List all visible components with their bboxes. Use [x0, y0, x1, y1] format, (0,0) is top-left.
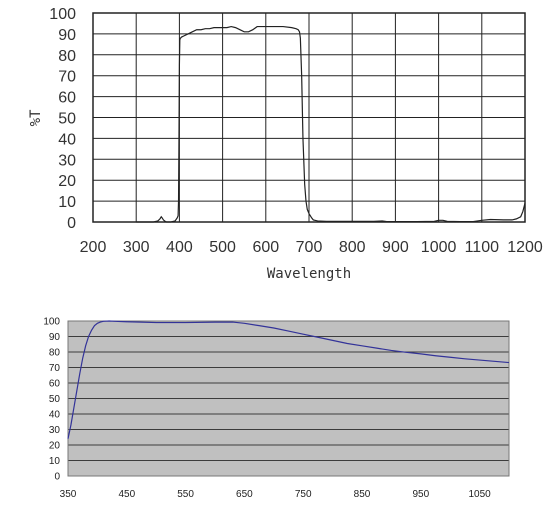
x-tick-label: 350: [60, 489, 77, 500]
chart-1-y-ticks: 0 10 20 30 40 50 60 70 80 90 100: [49, 6, 76, 232]
y-tick-label: 90: [58, 27, 76, 44]
x-tick-label: 650: [236, 489, 253, 500]
y-tick-label: 40: [58, 131, 76, 148]
y-tick-label: 30: [58, 152, 76, 169]
chart-1-frame: [92, 12, 526, 223]
x-tick-label: 950: [412, 489, 429, 500]
chart-1-x-axis-label: Wavelength: [267, 266, 351, 282]
x-tick-label: 600: [252, 239, 279, 256]
y-tick-label: 60: [49, 379, 61, 390]
y-tick-label: 60: [58, 90, 76, 107]
x-tick-label: 500: [209, 239, 236, 256]
y-tick-label: 50: [58, 111, 76, 128]
x-tick-label: 550: [177, 489, 194, 500]
y-tick-label: 0: [67, 215, 76, 232]
x-tick-label: 200: [80, 239, 107, 256]
y-tick-label: 70: [49, 363, 61, 374]
y-tick-label: 0: [54, 472, 60, 483]
y-tick-label: 10: [49, 456, 61, 467]
chart-1-y-axis-label: %T: [28, 109, 44, 126]
y-tick-label: 20: [58, 173, 76, 190]
chart-2-frame: [67, 320, 510, 477]
y-tick-label: 20: [49, 441, 61, 452]
y-tick-label: 80: [58, 48, 76, 65]
chart-2: 0 10 20 30 40 50 60 70 80 90 100 350 450 550 650 750 85…: [43, 317, 510, 500]
y-tick-label: 100: [49, 6, 76, 23]
x-tick-label: 700: [296, 239, 323, 256]
chart-2-series-line: [67, 320, 510, 439]
chart-1-series-line: [136, 25, 526, 223]
x-tick-label: 450: [118, 489, 135, 500]
x-tick-label: 300: [123, 239, 150, 256]
chart-1: 0 10 20 30 40 50 60 70 80 90 100 200 300 400 500 600 70…: [28, 6, 543, 282]
y-tick-label: 70: [58, 69, 76, 86]
x-tick-label: 1100: [465, 239, 500, 256]
x-tick-label: 1200: [507, 239, 543, 256]
x-tick-label: 850: [354, 489, 371, 500]
x-tick-label: 750: [295, 489, 312, 500]
chart-2-y-ticks: 0 10 20 30 40 50 60 70 80 90 100: [43, 317, 60, 483]
x-tick-label: 1050: [468, 489, 491, 500]
y-tick-label: 10: [58, 194, 76, 211]
y-tick-label: 90: [49, 332, 61, 343]
x-tick-label: 800: [339, 239, 366, 256]
y-tick-label: 80: [49, 348, 61, 359]
x-tick-label: 1000: [421, 239, 457, 256]
y-tick-label: 100: [43, 317, 60, 328]
chart-2-x-ticks: 350 450 550 650 750 850 950 1050: [60, 489, 492, 500]
x-tick-label: 400: [166, 239, 193, 256]
y-tick-label: 30: [49, 425, 61, 436]
y-tick-label: 40: [49, 410, 61, 421]
y-tick-label: 50: [49, 394, 61, 405]
x-tick-label: 900: [382, 239, 409, 256]
chart-1-x-ticks: 200 300 400 500 600 700 800 900 1000 1100 1200: [80, 239, 543, 256]
